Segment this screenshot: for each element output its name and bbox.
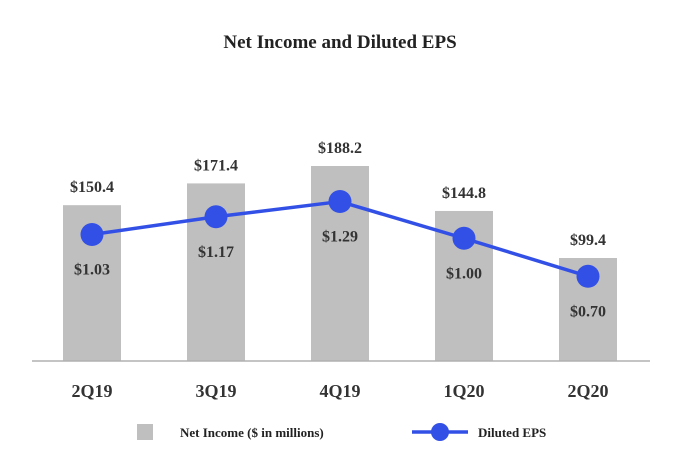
category-label-2q20: 2Q20	[567, 381, 608, 401]
eps-value-label-1q20: $1.00	[446, 265, 482, 282]
eps-marker-4q19	[328, 190, 352, 214]
eps-value-label-4q19: $1.29	[322, 229, 358, 246]
bar-value-label-1q20: $144.8	[442, 185, 486, 202]
category-label-4q19: 4Q19	[319, 381, 360, 401]
eps-value-label-2q19: $1.03	[74, 261, 110, 278]
bar-value-label-4q19: $188.2	[318, 140, 362, 157]
eps-marker-2q20	[576, 264, 600, 288]
eps-marker-2q19	[80, 222, 104, 246]
eps-line-group	[80, 190, 600, 288]
legend-swatch-net-income	[137, 424, 153, 440]
legend-label-net-income: Net Income ($ in millions)	[180, 425, 324, 440]
legend: Net Income ($ in millions) Diluted EPS	[137, 423, 546, 441]
chart-title: Net Income and Diluted EPS	[223, 32, 456, 53]
bar-value-label-3q19: $171.4	[194, 157, 238, 174]
bar-value-label-2q19: $150.4	[70, 179, 114, 196]
category-label-3q19: 3Q19	[195, 381, 236, 401]
bar-value-label-2q20: $99.4	[570, 232, 606, 249]
category-label-1q20: 1Q20	[443, 381, 484, 401]
legend-label-eps: Diluted EPS	[478, 425, 546, 440]
eps-value-label-2q20: $0.70	[570, 303, 606, 320]
eps-value-label-3q19: $1.17	[198, 244, 234, 261]
bar-label-group: $150.4 $171.4 $188.2 $144.8 $99.4	[70, 140, 606, 249]
eps-marker-3q19	[204, 205, 228, 229]
legend-marker-eps	[431, 423, 449, 441]
eps-marker-1q20	[452, 226, 476, 250]
eps-label-group: $1.03 $1.17 $1.29 $1.00 $0.70	[74, 229, 606, 321]
category-label-2q19: 2Q19	[71, 381, 112, 401]
category-label-group: 2Q19 3Q19 4Q19 1Q20 2Q20	[71, 381, 608, 401]
